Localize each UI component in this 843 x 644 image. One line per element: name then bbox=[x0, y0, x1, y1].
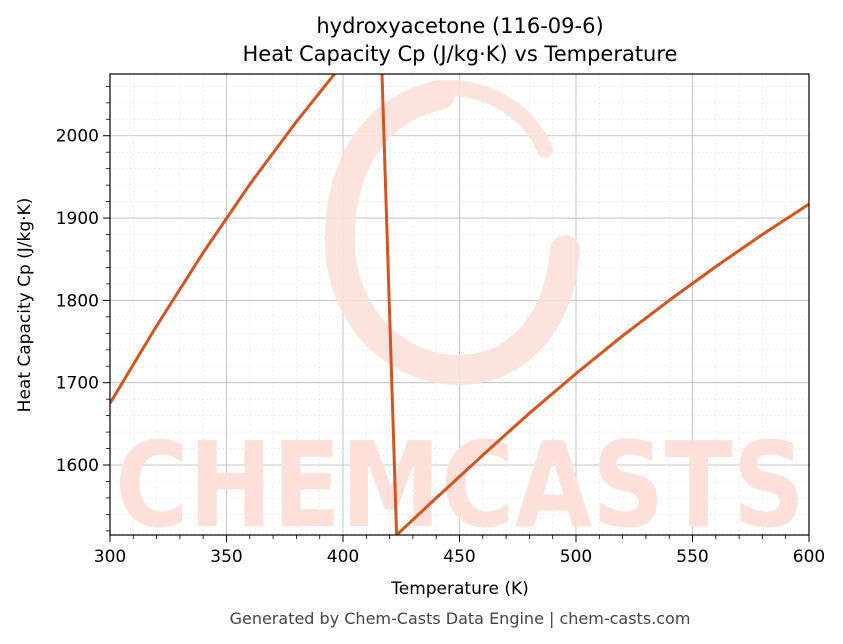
x-tick-label: 600 bbox=[793, 547, 825, 567]
series-line-cp bbox=[110, 74, 809, 535]
watermark: CHEMCASTS bbox=[115, 80, 805, 554]
watermark-swoosh bbox=[324, 80, 580, 386]
chart-title-line1: hydroxyacetone (116-09-6) bbox=[316, 14, 603, 38]
y-tick-label: 1800 bbox=[56, 291, 99, 311]
y-tick-label: 1700 bbox=[56, 374, 99, 394]
watermark-text: CHEMCASTS bbox=[115, 416, 805, 554]
watermark-swoosh-inner bbox=[422, 80, 553, 158]
axis-ticks: 300 350 400 450 500 550 600 1600 1700 1800 1900 200… bbox=[56, 85, 825, 567]
plot-frame bbox=[109, 73, 810, 536]
footer-credit: Generated by Chem-Casts Data Engine | ch… bbox=[230, 609, 691, 628]
x-tick-label: 400 bbox=[327, 547, 359, 567]
y-tick-label: 2000 bbox=[56, 127, 99, 147]
y-tick-label: 1600 bbox=[56, 456, 99, 476]
x-tick-label: 450 bbox=[443, 547, 475, 567]
x-tick-label: 500 bbox=[560, 547, 592, 567]
y-axis-label: Heat Capacity Cp (J/kg·K) bbox=[15, 198, 35, 413]
x-axis-label: Temperature (K) bbox=[390, 579, 529, 599]
chart-title-line2: Heat Capacity Cp (J/kg·K) vs Temperature bbox=[243, 42, 678, 66]
x-tick-label: 550 bbox=[676, 547, 708, 567]
x-tick-label: 350 bbox=[210, 547, 242, 567]
x-tick-label: 300 bbox=[94, 547, 126, 567]
y-tick-label: 1900 bbox=[56, 209, 99, 229]
